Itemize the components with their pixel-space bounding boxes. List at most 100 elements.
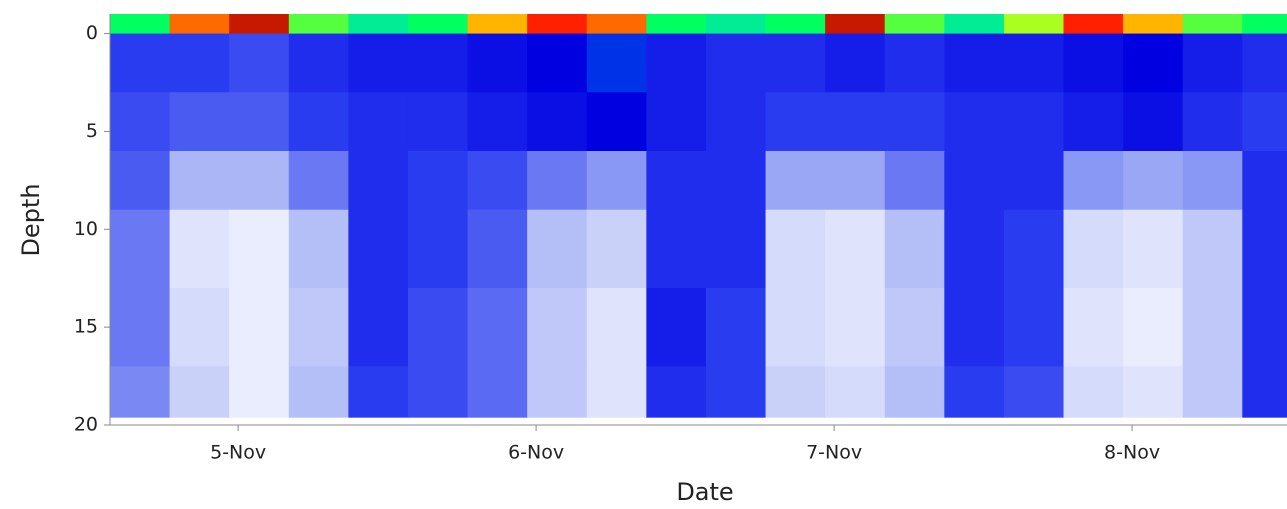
- heatmap-cell: [825, 366, 886, 418]
- heatmap-cell: [1123, 288, 1184, 367]
- heatmap-cell: [527, 151, 588, 211]
- x-tick-label: 7-Nov: [806, 442, 862, 464]
- heatmap-cell: [944, 33, 1005, 93]
- heatmap-cell: [407, 288, 469, 367]
- heatmap-cell: [1182, 209, 1243, 289]
- heatmap-cell: [467, 209, 528, 289]
- heatmap-cell: [765, 209, 826, 289]
- heatmap-cell: [110, 92, 171, 152]
- heatmap-cell: [467, 151, 528, 211]
- heatmap-cell: [705, 33, 767, 93]
- heatmap-cell: [825, 14, 886, 35]
- heatmap-cell: [884, 14, 945, 35]
- heatmap-cell: [527, 366, 588, 418]
- heatmap-cell: [825, 209, 886, 289]
- x-tick-label: 8-Nov: [1104, 442, 1160, 464]
- heatmap-cell: [288, 366, 349, 418]
- heatmap-cell: [646, 288, 707, 367]
- y-axis-label: Depth: [17, 183, 45, 256]
- heatmap-cell: [169, 92, 230, 152]
- heatmap-cell: [1182, 366, 1243, 418]
- heatmap-cell: [646, 209, 707, 289]
- heatmap-cell: [1123, 151, 1184, 211]
- x-axis-label: Date: [676, 478, 733, 506]
- heatmap-cell: [1003, 33, 1065, 93]
- heatmap-cell: [1003, 151, 1065, 211]
- heatmap-cell: [944, 14, 1005, 35]
- y-tick-label: 0: [86, 22, 98, 44]
- heatmap-cell: [705, 288, 767, 367]
- heatmap-cell: [646, 92, 707, 152]
- heatmap-cell: [765, 288, 826, 367]
- heatmap-cell: [884, 92, 945, 152]
- heatmap-cell: [1063, 209, 1124, 289]
- heatmap-cell: [884, 288, 945, 367]
- heatmap-cell: [110, 33, 171, 93]
- heatmap-cell: [288, 14, 349, 35]
- y-tick-label: 5: [86, 120, 98, 142]
- heatmap-cell: [1242, 14, 1287, 35]
- heatmap-cell: [229, 33, 290, 93]
- heatmap-cell: [1063, 288, 1124, 367]
- heatmap-cell: [110, 151, 171, 211]
- heatmap-cell: [586, 92, 647, 152]
- heatmap-cell: [705, 92, 767, 152]
- heatmap-cell: [467, 366, 528, 418]
- heatmap-cell: [1242, 151, 1287, 211]
- heatmap-cell: [110, 288, 171, 367]
- heatmap-cell: [1003, 209, 1065, 289]
- heatmap-cell: [1003, 366, 1065, 418]
- heatmap-cell: [944, 151, 1005, 211]
- heatmap-cell: [288, 151, 349, 211]
- heatmap-cell: [229, 92, 290, 152]
- heatmap-cell: [765, 14, 826, 35]
- heatmap-cell: [1063, 366, 1124, 418]
- heatmap-cell: [1123, 366, 1184, 418]
- heatmap-cell: [229, 151, 290, 211]
- heatmap-cell: [646, 14, 707, 35]
- heatmap-cell: [646, 366, 707, 418]
- heatmap-cell: [1123, 209, 1184, 289]
- heatmap-cell: [1242, 92, 1287, 152]
- y-tick-label: 15: [74, 316, 98, 338]
- heatmap-cell: [765, 92, 826, 152]
- heatmap-cell: [586, 288, 647, 367]
- heatmap-cell: [944, 288, 1005, 367]
- heatmap-cell: [229, 288, 290, 367]
- heatmap-cell: [586, 209, 647, 289]
- heatmap-cell: [1242, 366, 1287, 418]
- heatmap-cell: [288, 92, 349, 152]
- heatmap-cell: [944, 209, 1005, 289]
- heatmap-cell: [407, 151, 469, 211]
- heatmap-cell: [407, 366, 469, 418]
- heatmap-cell: [884, 366, 945, 418]
- heatmap-cell: [765, 33, 826, 93]
- heatmap-cell: [884, 151, 945, 211]
- heatmap-cell: [407, 33, 469, 93]
- heatmap-cell: [467, 14, 528, 35]
- heatmap-cell: [1242, 288, 1287, 367]
- heatmap-cell: [229, 14, 290, 35]
- heatmap-cell: [825, 151, 886, 211]
- heatmap-cell: [705, 151, 767, 211]
- heatmap-cell: [586, 151, 647, 211]
- heatmap-cell: [1182, 33, 1243, 93]
- heatmap-cell: [527, 33, 588, 93]
- x-tick-label: 5-Nov: [210, 442, 266, 464]
- heatmap-cell: [765, 151, 826, 211]
- heatmap-cell: [229, 366, 290, 418]
- heatmap-cell: [169, 33, 230, 93]
- heatmap-cell: [288, 288, 349, 367]
- heatmap-cell: [527, 14, 588, 35]
- heatmap-cell: [348, 33, 409, 93]
- heatmap-cell: [1063, 92, 1124, 152]
- heatmap-cell: [586, 33, 647, 93]
- heatmap-cell: [169, 209, 230, 289]
- heatmap-cell: [467, 33, 528, 93]
- heatmap-cell: [288, 209, 349, 289]
- heatmap-cell: [944, 92, 1005, 152]
- heatmap-cell: [646, 151, 707, 211]
- heatmap-cell: [527, 288, 588, 367]
- y-tick-label: 10: [74, 218, 98, 240]
